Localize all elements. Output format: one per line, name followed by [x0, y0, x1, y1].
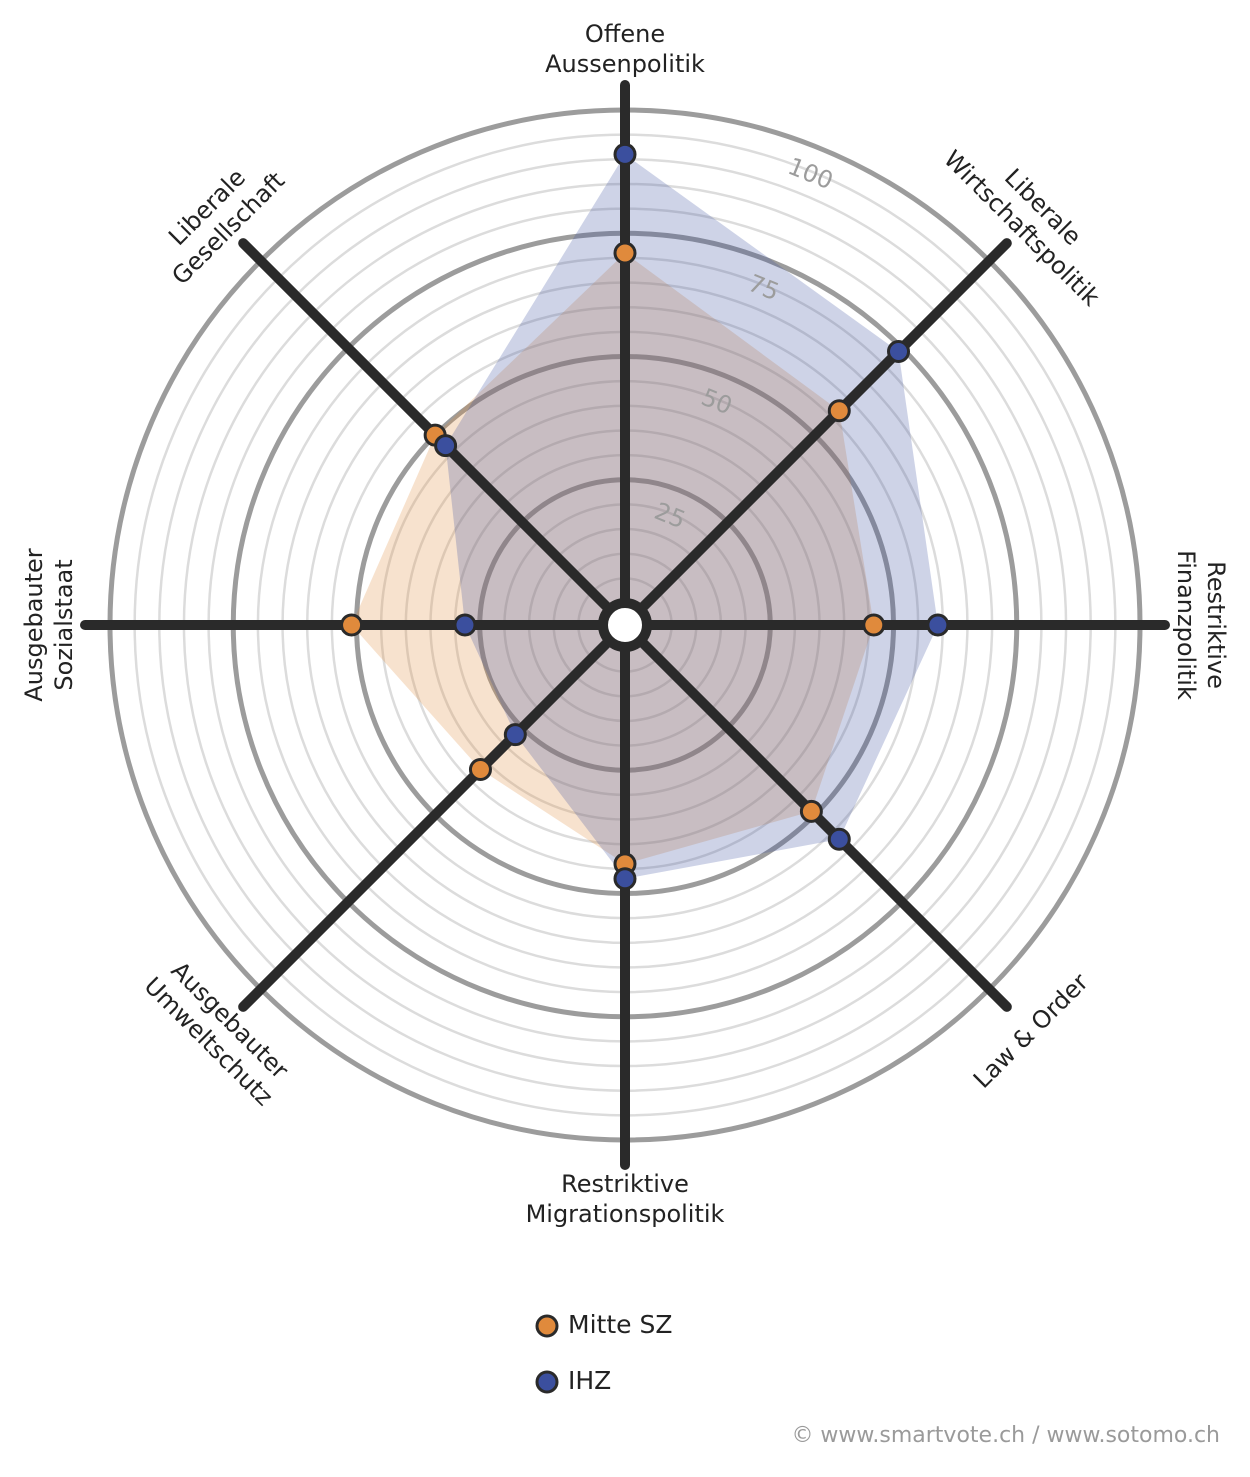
- legend-label: Mitte SZ: [568, 1310, 672, 1339]
- data-point: [887, 339, 911, 363]
- data-point: [827, 399, 851, 423]
- data-point: [434, 434, 458, 458]
- data-point: [926, 613, 950, 637]
- center-hole: [598, 598, 652, 652]
- axis-line: [238, 620, 630, 1012]
- data-point: [862, 613, 886, 637]
- data-point: [468, 758, 492, 782]
- axis-label-line: Restriktive: [561, 1170, 689, 1198]
- data-point: [613, 142, 637, 166]
- axis-label-line: Migrationspolitik: [526, 1200, 725, 1228]
- legend-marker: [535, 1314, 559, 1338]
- axis-label-line: Finanzpolitik: [1172, 550, 1200, 700]
- data-point: [613, 241, 637, 265]
- axis-label-line: Restriktive: [1202, 561, 1230, 689]
- data-point: [613, 867, 637, 891]
- axis-label-line: Ausgebauter: [20, 548, 48, 701]
- axis-label-line: Aussenpolitik: [545, 50, 705, 78]
- series-area: [351, 253, 874, 864]
- source: © www.smartvote.ch / www.sotomo.ch: [791, 1423, 1220, 1448]
- series-area: [445, 154, 938, 879]
- data-point: [827, 827, 851, 851]
- axis-label-line: Offene: [585, 20, 665, 48]
- legend-marker: [535, 1370, 559, 1394]
- axis-line: [620, 238, 1012, 630]
- legend-label: IHZ: [568, 1366, 611, 1395]
- axis-label-line: Sozialstaat: [50, 559, 78, 690]
- r-tick-label: 100: [784, 152, 837, 195]
- axis-label: Ausgebauter Sozialstaat: [20, 548, 78, 701]
- data-point: [453, 613, 477, 637]
- data-point: [503, 723, 527, 747]
- data-point: [799, 799, 823, 823]
- data-point: [340, 613, 364, 637]
